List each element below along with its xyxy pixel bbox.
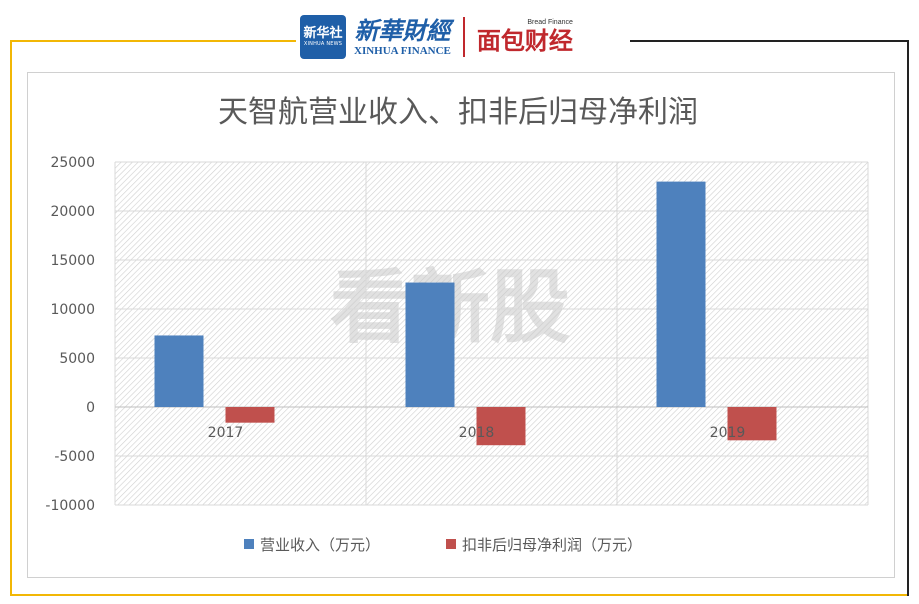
y-tick-label: 0 (86, 400, 95, 416)
xinhua-badge-en: XINHUA NEWS (303, 41, 343, 47)
frame-left-gold (10, 40, 12, 596)
legend-swatch (446, 539, 456, 549)
x-tick-label: 2018 (459, 425, 495, 441)
y-tick-label: -5000 (54, 449, 95, 465)
bread-finance-en: Bread Finance (527, 19, 573, 26)
frame-right-dark (907, 40, 909, 596)
bar-profit (727, 407, 777, 441)
y-tick-label: 5000 (59, 351, 95, 367)
xinhua-finance-en: XINHUA FINANCE (354, 44, 451, 57)
bar-profit (225, 407, 275, 423)
y-tick-label: -10000 (45, 498, 95, 514)
legend: 营业收入（万元） 扣非后归母净利润（万元） (244, 536, 642, 554)
logo-divider (462, 17, 465, 57)
header-logos: 新华社 XINHUA NEWS 新華財經 XINHUA FINANCE Brea… (300, 12, 573, 62)
xinhua-finance-logo: 新華財經 XINHUA FINANCE (354, 15, 451, 58)
x-tick-label: 2017 (208, 425, 244, 441)
y-tick-label: 20000 (50, 204, 95, 220)
bar-profit (476, 407, 526, 446)
plot-area (115, 162, 868, 505)
bar-revenue (405, 282, 455, 407)
bar-revenue (656, 181, 706, 407)
legend-swatch (244, 539, 254, 549)
y-axis-ticks: 25000 20000 15000 10000 5000 0 -5000 -10000 (45, 155, 95, 514)
xinhua-badge-cn: 新华社 (303, 26, 343, 41)
bar-revenue (154, 335, 204, 407)
y-tick-label: 25000 (50, 155, 95, 171)
bars (154, 181, 777, 446)
legend-label: 营业收入（万元） (260, 536, 380, 554)
legend-label: 扣非后归母净利润（万元） (462, 536, 642, 554)
y-tick-label: 15000 (50, 253, 95, 269)
chart-title: 天智航营业收入、扣非后归母净利润 (218, 95, 698, 130)
x-axis-labels: 2017 2018 2019 (208, 425, 746, 441)
xinhua-news-logo: 新华社 XINHUA NEWS (300, 15, 346, 59)
x-tick-label: 2019 (710, 425, 746, 441)
frame-top-gold (10, 40, 296, 42)
xinhua-finance-cn: 新華財經 (354, 15, 451, 45)
y-tick-label: 10000 (50, 302, 95, 318)
bread-finance-cn: 面包财经 (476, 27, 573, 55)
frame-top-dark (630, 40, 909, 42)
bread-finance-logo: Bread Finance 面包财经 (477, 19, 573, 55)
frame-bottom-gold (10, 594, 909, 596)
